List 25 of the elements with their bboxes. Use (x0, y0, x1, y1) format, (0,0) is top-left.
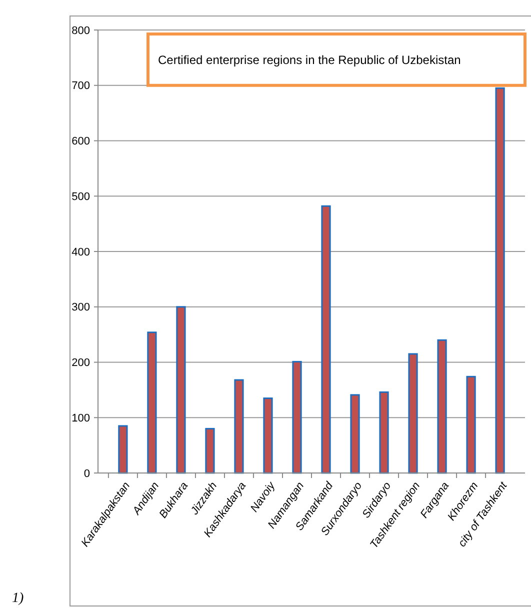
y-tick-label: 600 (72, 136, 90, 148)
bar (495, 87, 505, 474)
y-tick-label: 200 (72, 357, 90, 370)
y-tick-label: 400 (72, 246, 90, 258)
bar (292, 360, 302, 474)
text: 1) (12, 591, 24, 606)
bar (118, 425, 128, 474)
bar (176, 306, 186, 474)
y-tick-label: 800 (72, 24, 90, 37)
y-tick-label: 0 (84, 468, 90, 480)
bar (408, 353, 418, 474)
bar (350, 394, 360, 474)
bar (147, 332, 157, 474)
y-tick-label: 100 (72, 412, 90, 424)
bar (379, 391, 389, 474)
bar (437, 339, 447, 474)
y-tick-label: 500 (72, 190, 90, 203)
bar (234, 379, 244, 474)
text: Certified enterprise regions in the Republic of Uzbekistan (158, 52, 461, 67)
y-tick-label: 300 (72, 302, 90, 314)
bar (321, 205, 331, 474)
bar (205, 428, 215, 474)
y-tick-label: 700 (72, 80, 90, 92)
bar (263, 397, 273, 474)
bar (466, 376, 476, 474)
